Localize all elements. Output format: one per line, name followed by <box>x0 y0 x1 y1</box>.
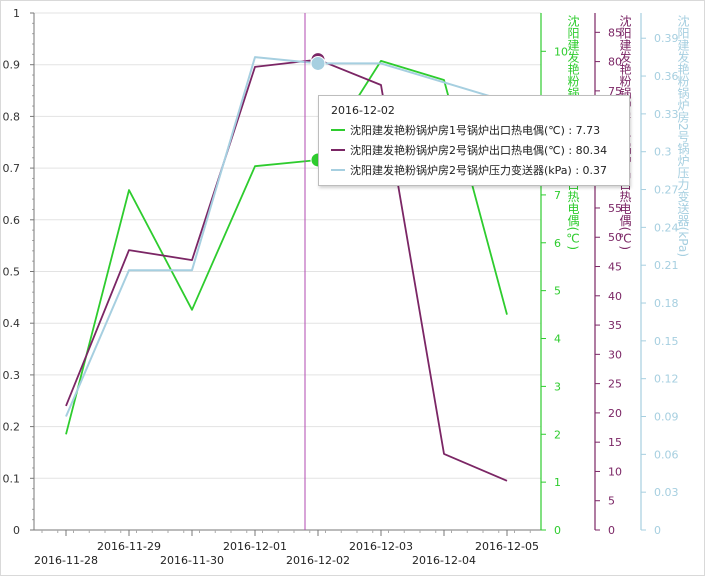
y-tick-label: 1 <box>13 7 20 20</box>
right-tick-label: 5 <box>554 285 561 298</box>
right-tick-label: 3 <box>554 380 561 393</box>
tooltip-date: 2016-12-02 <box>331 104 395 117</box>
y-tick-label: 0.6 <box>3 214 21 227</box>
right-tick-label: 50 <box>608 231 622 244</box>
right-tick-label: 75 <box>608 85 622 98</box>
right-tick-label: 0.27 <box>654 184 679 197</box>
series-line <box>65 58 508 482</box>
right-tick-label: 0.12 <box>654 373 679 386</box>
right-tick-label: 2 <box>554 428 561 441</box>
right-y-axes: 012345678910沈阳建发艳粉锅炉房1号锅炉出口热电偶(℃)0510152… <box>540 13 690 537</box>
x-tick-label: 2016-12-01 <box>223 540 287 553</box>
tooltip-row: 沈阳建发艳粉锅炉房1号锅炉出口热电偶(℃) : 7.73 <box>331 122 600 138</box>
y-tick-label: 0.5 <box>3 266 21 279</box>
y-tick-label: 0.4 <box>3 317 21 330</box>
x-tick-label: 2016-11-30 <box>160 554 224 567</box>
x-tick-label: 2016-11-29 <box>97 540 161 553</box>
right-tick-label: 10 <box>608 465 622 478</box>
tooltip-series-value: 80.34 <box>575 143 608 157</box>
right-tick-label: 0.03 <box>654 486 679 499</box>
hover-marker <box>310 55 326 71</box>
right-tick-label: 0.15 <box>654 335 679 348</box>
right-tick-label: 0.24 <box>654 221 679 234</box>
x-tick-label: 2016-11-28 <box>34 554 98 567</box>
right-tick-label: 0.3 <box>654 146 672 159</box>
tooltip: 2016-12-02 沈阳建发艳粉锅炉房1号锅炉出口热电偶(℃) : 7.73 … <box>318 95 630 186</box>
y-tick-label: 0.2 <box>3 421 21 434</box>
x-tick-label: 2016-12-05 <box>475 540 539 553</box>
series-line <box>65 60 508 435</box>
right-tick-label: 6 <box>554 237 561 250</box>
right-tick-label: 10 <box>554 45 568 58</box>
y-tick-label: 0.3 <box>3 369 21 382</box>
right-tick-label: 20 <box>608 407 622 420</box>
right-tick-label: 35 <box>608 319 622 332</box>
right-tick-label: 55 <box>608 202 622 215</box>
right-axis-title: 沈阳建发艳粉锅炉房2号锅炉压力变送器(kPa) <box>676 14 690 257</box>
y-tick-label: 0.7 <box>3 162 21 175</box>
tooltip-series-label: 沈阳建发艳粉锅炉房2号锅炉出口热电偶(℃) <box>350 144 565 157</box>
grid-lines <box>34 12 541 479</box>
tooltip-row: 沈阳建发艳粉锅炉房2号锅炉压力变送器(kPa) : 0.37 <box>331 162 607 178</box>
right-tick-label: 15 <box>608 436 622 449</box>
right-tick-label: 85 <box>608 26 622 39</box>
right-tick-label: 0.36 <box>654 70 679 83</box>
series-lines <box>65 56 508 482</box>
y-tick-label: 0.1 <box>3 472 21 485</box>
y-tick-label: 0 <box>13 524 20 537</box>
series-swatch <box>331 169 345 171</box>
y-tick-label: 0.9 <box>3 59 21 72</box>
x-tick-label: 2016-12-02 <box>286 554 350 567</box>
right-tick-label: 4 <box>554 333 561 346</box>
right-tick-label: 40 <box>608 290 622 303</box>
right-tick-label: 0 <box>608 524 615 537</box>
right-tick-label: 0.33 <box>654 108 679 121</box>
y-tick-label: 0.8 <box>3 110 21 123</box>
right-tick-label: 1 <box>554 476 561 489</box>
right-tick-label: 0.18 <box>654 297 679 310</box>
x-axis: 2016-11-282016-11-292016-11-302016-12-01… <box>34 529 541 567</box>
right-tick-label: 0.06 <box>654 448 679 461</box>
right-tick-label: 30 <box>608 348 622 361</box>
right-tick-label: 80 <box>608 56 622 69</box>
tooltip-series-label: 沈阳建发艳粉锅炉房2号锅炉压力变送器(kPa) <box>350 164 572 177</box>
right-tick-label: 5 <box>608 495 615 508</box>
right-tick-label: 0.21 <box>654 259 679 272</box>
series-swatch <box>331 129 345 131</box>
tooltip-series-label: 沈阳建发艳粉锅炉房1号锅炉出口热电偶(℃) <box>350 124 565 137</box>
tooltip-row: 沈阳建发艳粉锅炉房2号锅炉出口热电偶(℃) : 80.34 <box>331 142 607 158</box>
right-tick-label: 0 <box>654 524 661 537</box>
tooltip-series-value: 0.37 <box>582 163 608 177</box>
series-swatch <box>331 149 345 151</box>
right-tick-label: 0 <box>554 524 561 537</box>
right-tick-label: 0.39 <box>654 32 679 45</box>
left-y-axis: 0 0.1 0.2 0.3 0.4 0.5 0.6 0.7 0.8 0.9 1 <box>3 7 35 537</box>
right-tick-label: 45 <box>608 261 622 274</box>
tooltip-series-value: 7.73 <box>575 123 601 137</box>
right-tick-label: 7 <box>554 189 561 202</box>
right-tick-label: 25 <box>608 378 622 391</box>
x-tick-label: 2016-12-04 <box>412 554 476 567</box>
series-line <box>65 56 508 417</box>
right-tick-label: 0.09 <box>654 411 679 424</box>
x-tick-label: 2016-12-03 <box>349 540 413 553</box>
